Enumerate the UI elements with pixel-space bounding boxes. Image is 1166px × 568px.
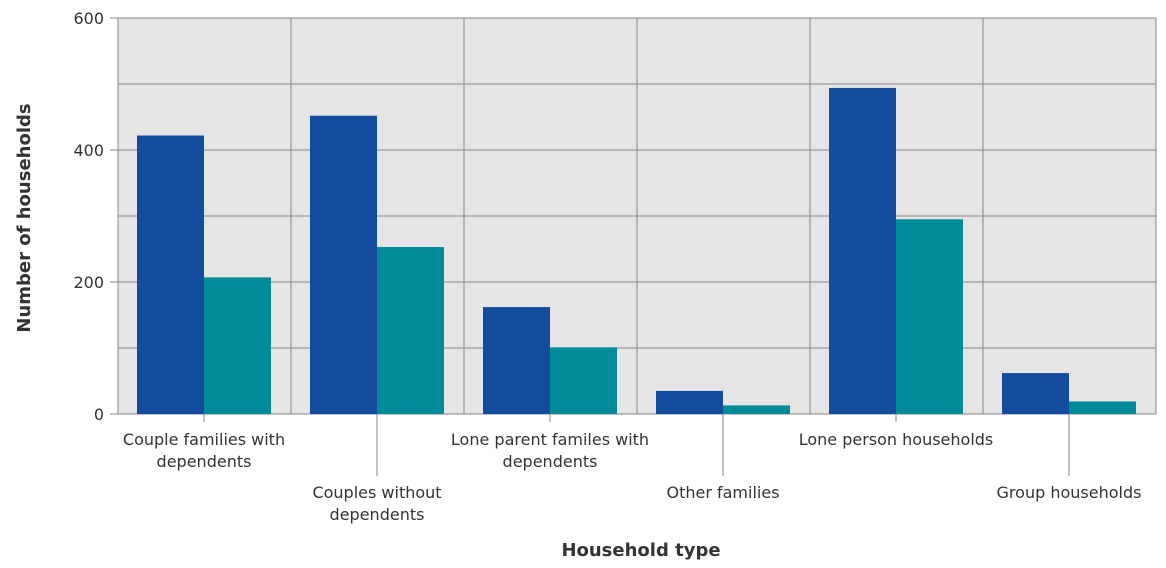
bar-series-2 xyxy=(377,247,444,414)
x-axis-title: Household type xyxy=(561,540,720,561)
category-label: Lone parent familes with xyxy=(451,430,649,449)
bar-series-1 xyxy=(310,115,377,415)
x-axis: Couple families with dependents Couples wi… xyxy=(123,414,1142,524)
bar-series-1 xyxy=(1002,373,1069,414)
category-label: dependents xyxy=(157,452,252,471)
bar-series-1 xyxy=(483,307,550,414)
bar-series-2 xyxy=(1069,401,1136,414)
category-label: Lone person households xyxy=(799,430,994,449)
category-label: Group households xyxy=(997,483,1142,502)
y-tick-label: 0 xyxy=(94,405,104,424)
bar-series-2 xyxy=(550,347,617,414)
y-tick-label: 600 xyxy=(73,9,104,28)
category-label: dependents xyxy=(330,505,425,524)
bar-series-1 xyxy=(656,390,723,414)
bar-series-2 xyxy=(204,277,271,414)
category-label: Couples without xyxy=(312,483,441,502)
bar-series-2 xyxy=(896,219,963,414)
y-tick-label: 400 xyxy=(73,141,104,160)
bar-series-2 xyxy=(723,405,790,414)
y-axis: 0 200 400 600 xyxy=(73,9,118,424)
y-axis-title: Number of households xyxy=(14,103,35,332)
grid xyxy=(117,17,1157,415)
bar-series-1 xyxy=(829,87,896,415)
category-label: dependents xyxy=(503,452,598,471)
bars xyxy=(137,87,1136,415)
category-label: Other families xyxy=(666,483,779,502)
category-label: Couple families with xyxy=(123,430,285,449)
y-tick-label: 200 xyxy=(73,273,104,292)
bar-series-1 xyxy=(137,135,204,415)
